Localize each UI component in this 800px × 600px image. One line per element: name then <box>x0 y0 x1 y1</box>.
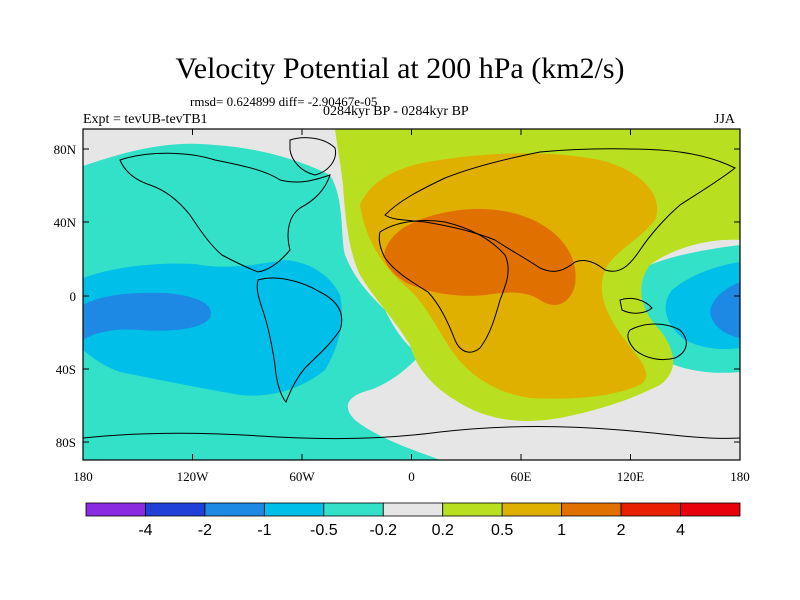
colorbar-label: -0.2 <box>369 522 397 539</box>
colorbar-label: 0.5 <box>491 522 513 539</box>
coastline-south-america <box>256 277 343 403</box>
colorbar-swatch <box>263 502 325 517</box>
lat-tick-label: 0 <box>70 289 77 304</box>
coastline-eurasia <box>384 148 736 272</box>
colorbar-swatch <box>204 502 265 517</box>
lat-tick-label: 80S <box>56 435 76 450</box>
season-label: JJA <box>714 112 736 127</box>
colorbar-label: -1 <box>257 522 271 539</box>
period-label: 0284kyr BP - 0284kyr BP <box>323 104 469 119</box>
lat-tick-label: 40N <box>54 215 77 230</box>
lon-tick-label: 0 <box>408 469 415 484</box>
lon-tick-label: 120E <box>617 469 645 484</box>
colorbar-swatch <box>382 502 444 517</box>
colorbar-swatch <box>501 502 563 517</box>
colorbar-label: 4 <box>676 522 685 539</box>
colorbar-swatch <box>323 502 384 517</box>
coastline-maritime-continent <box>619 297 653 314</box>
coastline-africa <box>378 219 509 353</box>
lat-tick-label: 40S <box>56 362 76 377</box>
map-field <box>83 129 740 460</box>
colorbar-swatch <box>680 502 741 517</box>
experiment-label: Expt = tevUB-tevTB1 <box>83 112 208 127</box>
region-negative-blue-pacific <box>83 292 211 340</box>
colorbar-label: 2 <box>617 522 626 539</box>
colorbar-label: 1 <box>557 522 566 539</box>
plot-title: Velocity Potential at 200 hPa (km2/s) <box>175 52 625 85</box>
colorbar-swatch <box>620 502 681 517</box>
colorbar-swatch <box>561 502 622 517</box>
colorbar-label: -2 <box>198 522 212 539</box>
coastlines <box>83 137 740 440</box>
coastline-north-america <box>119 152 331 273</box>
coastline-greenland <box>289 137 337 176</box>
lon-tick-label: 120W <box>177 469 210 484</box>
colorbar-swatch <box>442 502 503 517</box>
lon-ticks: 180 120W 60W 0 60E 120E 180 <box>73 129 750 484</box>
lat-ticks: 80N 40N 0 40S 80S <box>54 142 740 450</box>
coastline-antarctica <box>83 425 740 440</box>
lon-tick-label: 60E <box>511 469 532 484</box>
colorbar-label: -4 <box>138 522 152 539</box>
stats-label: rmsd= 0.624899 diff= -2.90467e-05 <box>190 94 378 109</box>
colorbar-swatch <box>85 502 146 517</box>
region-negative-blue-west-pacific <box>710 282 740 338</box>
lat-tick-label: 80N <box>54 142 77 157</box>
lon-tick-label: 180 <box>730 469 750 484</box>
lon-tick-label: 180 <box>73 469 93 484</box>
colorbar-label: 0.2 <box>432 522 454 539</box>
coastline-australia <box>627 323 687 361</box>
colorbar-label: -0.5 <box>310 522 338 539</box>
lon-tick-label: 60W <box>289 469 315 484</box>
colorbar: -4 -2 -1 -0.5 -0.2 0.2 0.5 1 2 4 <box>85 502 741 539</box>
colorbar-swatch <box>145 502 206 517</box>
region-positive-orange <box>384 209 576 305</box>
